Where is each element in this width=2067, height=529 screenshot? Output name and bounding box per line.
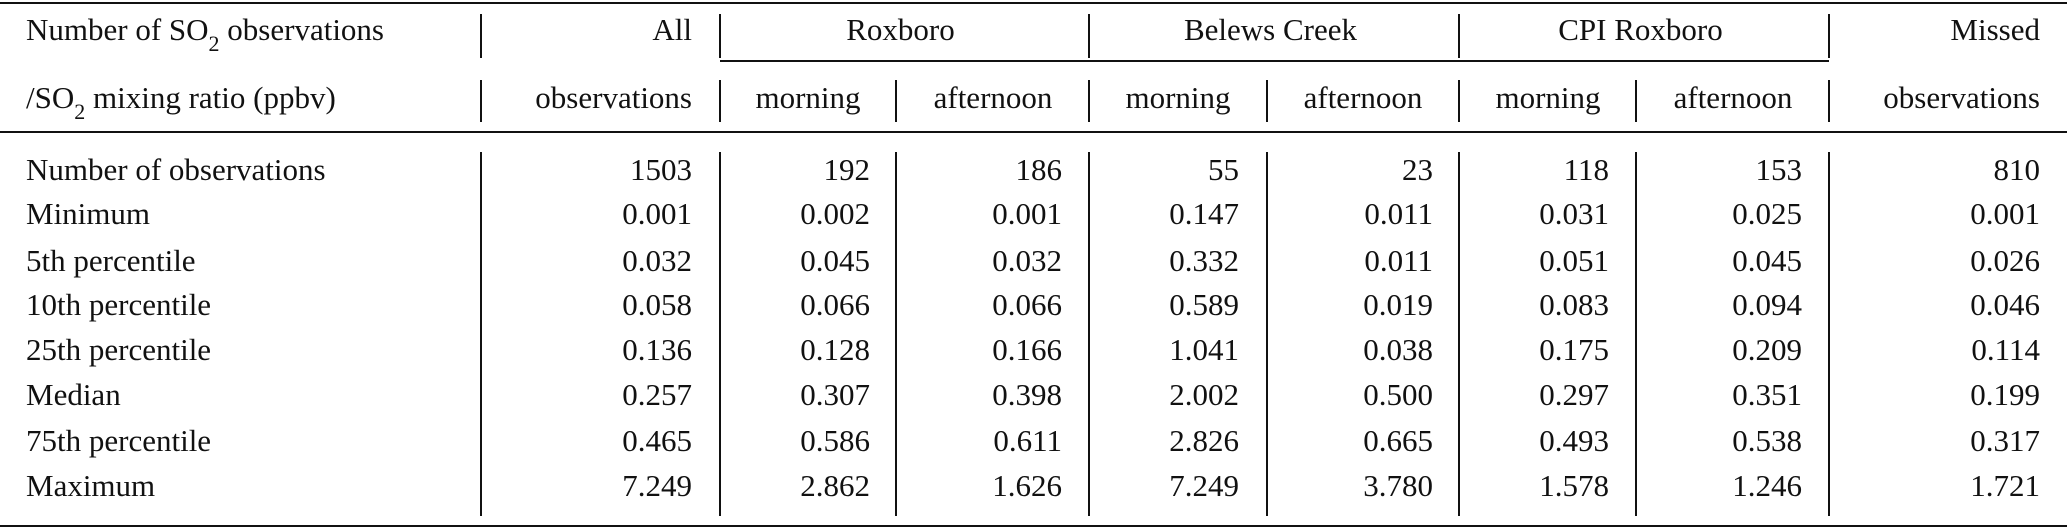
row-label: 10th percentile: [26, 287, 211, 322]
cell: 0.045: [800, 243, 870, 278]
cell: 2.862: [800, 468, 870, 503]
header-text: mixing ratio (ppbv): [85, 80, 336, 115]
cell: 0.002: [800, 196, 870, 231]
row-label-header: Number of SO2 observations: [26, 12, 384, 55]
cell: 0.046: [1970, 287, 2040, 322]
cell: 0.001: [992, 196, 1062, 231]
row-label: 5th percentile: [26, 243, 196, 278]
cell: 0.066: [800, 287, 870, 322]
cell: 0.019: [1363, 287, 1433, 322]
cell: 0.398: [992, 377, 1062, 412]
cell: 0.538: [1732, 423, 1802, 458]
cell: 0.066: [992, 287, 1062, 322]
row-label: Number of observations: [26, 152, 326, 187]
row-label: 25th percentile: [26, 332, 211, 367]
cell: 1.626: [992, 468, 1062, 503]
cell: 810: [1994, 152, 2041, 187]
cell: 0.351: [1732, 377, 1802, 412]
cell: 186: [1016, 152, 1063, 187]
subcolumn-header: afternoon: [934, 80, 1053, 115]
cell: 118: [1564, 152, 1609, 187]
cell: 1503: [630, 152, 692, 187]
row-label: Maximum: [26, 468, 155, 503]
cell: 0.209: [1732, 332, 1802, 367]
subcolumn-header: morning: [755, 80, 860, 115]
subscript: 2: [209, 31, 220, 56]
cell: 0.011: [1364, 196, 1433, 231]
cell: 0.175: [1539, 332, 1609, 367]
cell: 0.032: [992, 243, 1062, 278]
cell: 2.826: [1169, 423, 1239, 458]
cell: 23: [1402, 152, 1433, 187]
cell: 0.665: [1363, 423, 1433, 458]
cell: 0.114: [1971, 332, 2040, 367]
row-label-header: /SO2 mixing ratio (ppbv): [26, 80, 336, 123]
cell: 0.026: [1970, 243, 2040, 278]
group-header: Roxboro: [846, 12, 955, 47]
cell: 0.051: [1539, 243, 1609, 278]
group-header: Belews Creek: [1184, 12, 1358, 47]
cell: 0.465: [622, 423, 692, 458]
subcolumn-header: afternoon: [1304, 80, 1423, 115]
cell: 0.001: [1970, 196, 2040, 231]
cell: 0.589: [1169, 287, 1239, 322]
column-header: Missed: [1950, 12, 2040, 47]
cell: 0.058: [622, 287, 692, 322]
cell: 0.317: [1970, 423, 2040, 458]
subscript: 2: [74, 99, 85, 124]
subcolumn-header: morning: [1495, 80, 1600, 115]
cell: 0.166: [992, 332, 1062, 367]
header-text: /SO: [26, 80, 74, 115]
cell: 0.011: [1364, 243, 1433, 278]
header-text: observations: [220, 12, 384, 47]
cell: 0.307: [800, 377, 870, 412]
cell: 0.025: [1732, 196, 1802, 231]
cell: 0.332: [1169, 243, 1239, 278]
cell: 0.297: [1539, 377, 1609, 412]
cell: 0.147: [1169, 196, 1239, 231]
cell: 192: [824, 152, 871, 187]
column-header: observations: [535, 80, 692, 115]
cell: 0.611: [993, 423, 1062, 458]
subcolumn-header: afternoon: [1674, 80, 1793, 115]
cell: 0.031: [1539, 196, 1609, 231]
cell: 0.094: [1732, 287, 1802, 322]
cell: 1.721: [1970, 468, 2040, 503]
cell: 153: [1756, 152, 1803, 187]
cell: 0.038: [1363, 332, 1433, 367]
column-header: All: [652, 12, 692, 47]
cell: 0.045: [1732, 243, 1802, 278]
header-text: Number of SO: [26, 12, 209, 47]
cell: 1.246: [1732, 468, 1802, 503]
cell: 0.083: [1539, 287, 1609, 322]
cell: 55: [1208, 152, 1239, 187]
cell: 0.032: [622, 243, 692, 278]
cell: 1.578: [1539, 468, 1609, 503]
cell: 7.249: [1169, 468, 1239, 503]
row-label: Minimum: [26, 196, 150, 231]
cell: 0.257: [622, 377, 692, 412]
cell: 0.500: [1363, 377, 1433, 412]
cell: 0.128: [800, 332, 870, 367]
cell: 7.249: [622, 468, 692, 503]
cell: 0.001: [622, 196, 692, 231]
subcolumn-header: morning: [1125, 80, 1230, 115]
cell: 1.041: [1169, 332, 1239, 367]
cell: 2.002: [1169, 377, 1239, 412]
cell: 0.586: [800, 423, 870, 458]
row-label: Median: [26, 377, 121, 412]
row-label: 75th percentile: [26, 423, 211, 458]
column-header: observations: [1883, 80, 2040, 115]
cell: 0.136: [622, 332, 692, 367]
cell: 0.493: [1539, 423, 1609, 458]
cell: 3.780: [1363, 468, 1433, 503]
group-header: CPI Roxboro: [1558, 12, 1723, 47]
cell: 0.199: [1970, 377, 2040, 412]
